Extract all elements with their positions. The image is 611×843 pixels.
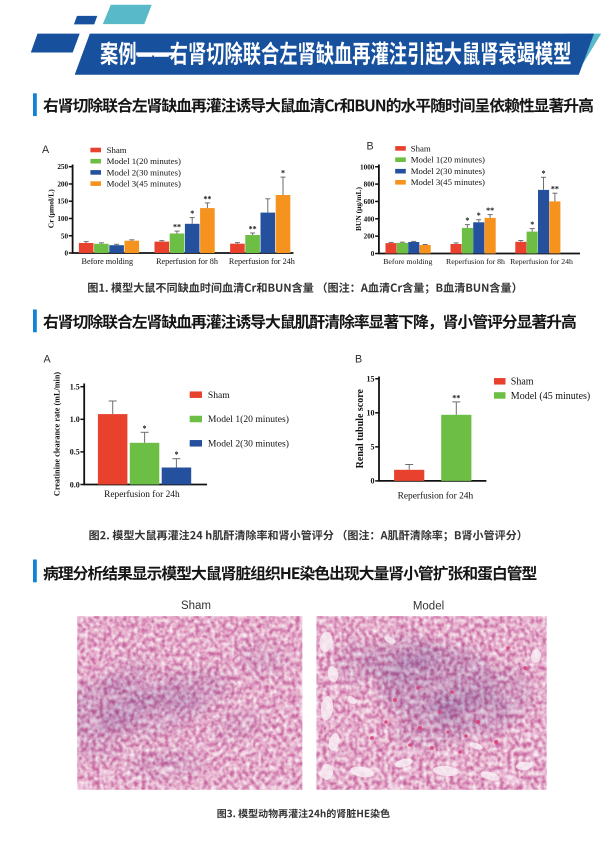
svg-text:200: 200: [364, 233, 375, 241]
svg-text:Model: Model: [413, 601, 444, 613]
svg-text:Model 3(45 minutes): Model 3(45 minutes): [411, 177, 485, 187]
svg-text:BUN (μg/mL): BUN (μg/mL): [354, 186, 363, 231]
svg-text:Model 1(20 minutes): Model 1(20 minutes): [411, 155, 485, 165]
svg-text:A: A: [44, 353, 52, 365]
svg-text:1000: 1000: [360, 163, 375, 171]
svg-text:Creatinine clearance rate (mL/: Creatinine clearance rate (mL/min): [53, 372, 62, 496]
svg-text:Sham: Sham: [208, 390, 230, 401]
svg-text:*: *: [477, 211, 481, 220]
svg-text:*: *: [174, 450, 178, 459]
svg-text:150: 150: [57, 198, 68, 206]
svg-text:Cr (μmol/L): Cr (μmol/L): [47, 189, 56, 228]
svg-text:**: **: [173, 223, 181, 232]
svg-text:*: *: [465, 216, 469, 225]
svg-text:*: *: [143, 424, 147, 433]
svg-text:Model 1(20 minutes): Model 1(20 minutes): [107, 156, 181, 166]
svg-text:Renal tubule score: Renal tubule score: [355, 389, 366, 469]
svg-text:**: **: [551, 185, 559, 194]
svg-text:0.0: 0.0: [70, 480, 80, 489]
svg-text:A: A: [42, 144, 50, 156]
svg-text:Sham: Sham: [411, 143, 431, 153]
svg-text:800: 800: [364, 181, 375, 189]
svg-text:Model 1(20 minutes): Model 1(20 minutes): [208, 414, 289, 425]
svg-text:100: 100: [57, 215, 68, 223]
svg-text:600: 600: [364, 198, 375, 206]
svg-text:Model 2(30 minutes): Model 2(30 minutes): [107, 167, 181, 177]
svg-text:Reperfusion for 24h: Reperfusion for 24h: [510, 257, 573, 266]
svg-text:Reperfusion for 8h: Reperfusion for 8h: [156, 257, 218, 266]
svg-text:0: 0: [371, 250, 375, 258]
svg-text:Sham: Sham: [107, 145, 127, 155]
svg-text:0.5: 0.5: [70, 448, 80, 457]
svg-text:*: *: [530, 220, 534, 229]
svg-text:Model 2(30 minutes): Model 2(30 minutes): [411, 166, 485, 176]
svg-text:Reperfusion for 8h: Reperfusion for 8h: [446, 257, 505, 266]
svg-text:Model (45 minutes): Model (45 minutes): [511, 391, 590, 402]
svg-text:**: **: [452, 393, 460, 402]
svg-text:5: 5: [371, 443, 375, 452]
svg-text:0: 0: [371, 477, 375, 486]
svg-text:200: 200: [57, 180, 68, 188]
svg-text:*: *: [542, 169, 546, 178]
svg-text:*: *: [190, 209, 194, 218]
svg-text:Model 2(30 minutes): Model 2(30 minutes): [208, 438, 289, 449]
svg-text:15: 15: [367, 375, 375, 384]
svg-text:Reperfusion for 24h: Reperfusion for 24h: [229, 257, 295, 266]
svg-text:Model 3(45 minutes): Model 3(45 minutes): [107, 179, 181, 189]
svg-text:Before molding: Before molding: [81, 257, 133, 266]
svg-text:1.5: 1.5: [70, 383, 80, 392]
svg-text:**: **: [486, 206, 494, 215]
svg-text:B: B: [355, 353, 362, 365]
svg-text:0: 0: [65, 250, 69, 258]
svg-text:B: B: [367, 140, 374, 152]
svg-text:**: **: [203, 194, 211, 203]
svg-text:Reperfusion for 24h: Reperfusion for 24h: [398, 491, 474, 502]
svg-text:400: 400: [364, 215, 375, 223]
svg-text:1.0: 1.0: [70, 415, 80, 424]
svg-text:*: *: [281, 169, 285, 178]
svg-text:50: 50: [61, 232, 69, 240]
svg-text:250: 250: [57, 163, 68, 171]
svg-text:Reperfusion for 24h: Reperfusion for 24h: [104, 489, 180, 500]
svg-text:10: 10: [367, 409, 375, 418]
svg-text:Sham: Sham: [181, 600, 211, 612]
svg-text:Sham: Sham: [511, 377, 534, 388]
svg-text:**: **: [249, 224, 257, 233]
svg-text:Before molding: Before molding: [383, 257, 432, 266]
